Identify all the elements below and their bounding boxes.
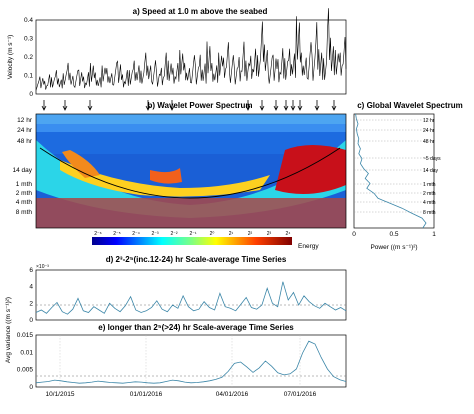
event-marker-arrow [297, 100, 303, 111]
panel-a-ytick-label: 0.2 [24, 54, 33, 61]
colorbar-tick-label: 2⁴ [286, 231, 291, 237]
panel-e-frame [35, 334, 347, 388]
panel-b-ytick-label: 2 mth [16, 190, 33, 197]
panel-b-ytick-label: 14 day [12, 167, 32, 174]
colorbar-tick-label: 2⁻¹ [189, 231, 196, 237]
panel-e-title: e) longer than 2⁵(>24) hr Scale-average … [98, 323, 294, 332]
panel-c-xtick-label: 0 [352, 231, 356, 238]
panel-c-right-labels: 12 hr 24 hr 48 hr ~5 days 14 day 1 mth 2 mth 4 … [423, 118, 441, 216]
colorbar-tick-label: 2⁰ [210, 231, 215, 237]
panel-a-series-line [35, 8, 347, 91]
colorbar-tick-label: 2⁻³ [151, 231, 158, 237]
panel-b-yticks: 12 hr 24 hr 48 hr 14 day 1 mth 2 mth 4 mth 8 mt… [12, 117, 32, 216]
colorbar-tick-label: 2⁻⁴ [132, 231, 140, 237]
panel-d-multiplier: ×10⁻³ [36, 264, 49, 270]
event-marker-arrow [145, 100, 151, 111]
panel-c-series-line [355, 113, 427, 229]
event-marker-arrow [273, 100, 279, 111]
panel-a-title: a) Speed at 1.0 m above the seabed [133, 7, 268, 16]
panel-c-right-label: 1 mth [423, 182, 436, 188]
panel-c-xlabel: Power ((m s⁻¹)²) [370, 244, 417, 251]
panel-b-ytick-label: 48 hr [17, 138, 33, 145]
panel-d-series-line [35, 281, 347, 315]
panel-c-right-label: 48 hr [423, 139, 435, 145]
panel-c-right-label: 8 mth [423, 210, 436, 216]
panel-b-ytick-label: 12 hr [17, 117, 33, 124]
panel-e-ytick-label: 0.015 [17, 332, 34, 339]
event-marker-arrow [314, 100, 320, 111]
panel-b-heatmap [36, 114, 346, 228]
panel-e-gridlines [59, 335, 301, 387]
colorbar-tick-label: 2¹ [229, 231, 234, 237]
panel-c-right-label: ~5 days [423, 156, 441, 162]
panel-e-ytick-label: 0.005 [17, 367, 34, 374]
panel-b-title: b) Wavelet Power Spectrum [147, 101, 252, 110]
colorbar-label: Energy [298, 243, 319, 250]
panel-e-ytick-label: 0.01 [20, 349, 33, 356]
event-marker-arrow [283, 100, 289, 111]
panel-c-right-label: 4 mth [423, 200, 436, 206]
event-marker-arrow [290, 100, 296, 111]
panel-b-ytick-label: 8 mth [16, 209, 33, 216]
panel-a-ytick-label: 0.1 [24, 73, 33, 80]
shared-ylabel: Avg variance ((m s⁻¹)²) [5, 297, 12, 363]
panel-d-title: d) 2³-2⁵(inc.12-24) hr Scale-average Tim… [106, 255, 287, 264]
panel-e-xticks: 10/1/2015 01/01/2016 04/01/2016 07/01/2016 [46, 391, 317, 398]
colorbar-ticks: 2⁻⁶ 2⁻⁵ 2⁻⁴ 2⁻³ 2⁻² 2⁻¹ 2⁰ 2¹ 2² 2³ 2⁴ [94, 231, 290, 237]
colorbar-tick-label: 2⁻² [170, 231, 177, 237]
panel-d-yticks: 0 2 4 6 [29, 267, 33, 324]
colorbar-tick-label: 2⁻⁵ [113, 231, 121, 237]
panel-c-right-label: 12 hr [423, 118, 435, 124]
panel-c-xtick-label: 0.5 [389, 231, 398, 238]
panel-d-ytick-label: 0 [29, 317, 33, 324]
event-marker-arrow [169, 100, 175, 111]
panel-e-xtick-label: 07/01/2016 [284, 391, 317, 398]
panel-c-right-label: 14 day [423, 168, 439, 174]
panel-d-frame [35, 269, 347, 321]
panel-a-ytick-label: 0.4 [24, 17, 33, 24]
panel-c-right-label: 2 mth [423, 191, 436, 197]
colorbar-tick-label: 2³ [267, 231, 272, 237]
panel-b-event-markers [41, 100, 337, 111]
panel-e-xtick-label: 01/01/2016 [130, 391, 163, 398]
panel-e-yticks: 0 0.005 0.01 0.015 [17, 332, 34, 391]
panel-a-ytick-label: 0.3 [24, 36, 33, 43]
panel-c-gridlines [354, 119, 434, 213]
panel-e-ytick-label: 0 [29, 384, 33, 391]
colorbar-tick-label: 2⁻⁶ [94, 231, 101, 237]
panel-c-right-label: 24 hr [423, 128, 435, 134]
panel-c-xticks: 0 0.5 1 [352, 231, 436, 238]
event-marker-arrow [259, 100, 265, 111]
panel-d-ytick-label: 4 [29, 284, 33, 291]
panel-b-ytick-label: 1 mth [16, 181, 33, 188]
colorbar-tick-label: 2² [248, 231, 253, 237]
event-marker-arrow [331, 100, 337, 111]
colorbar [92, 237, 292, 245]
panel-c-title: c) Global Wavelet Spectrum [357, 101, 463, 110]
panel-d-ytick-label: 2 [29, 300, 33, 307]
panel-e-series-line [35, 340, 347, 384]
panel-e-xtick-label: 04/01/2016 [216, 391, 249, 398]
panel-d-ytick-label: 6 [29, 267, 33, 274]
panel-b-ytick-label: 4 mth [16, 199, 33, 206]
event-marker-arrow [245, 100, 251, 111]
panel-a-ytick-label: 0 [29, 91, 33, 98]
panel-a-frame [35, 19, 347, 95]
panel-c-frame [353, 113, 435, 229]
panel-e-xtick-label: 10/1/2015 [46, 391, 75, 398]
panel-a-ylabel: Velocity (m s⁻¹) [7, 35, 14, 80]
event-marker-arrow [87, 100, 93, 111]
panel-c-xtick-label: 1 [432, 231, 436, 238]
event-marker-arrow [62, 100, 68, 111]
panel-b-ytick-label: 24 hr [17, 127, 33, 134]
panel-a-yticks: 0 0.1 0.2 0.3 0.4 [24, 17, 33, 98]
event-marker-arrow [41, 100, 47, 111]
panel-b-frame [35, 113, 347, 229]
